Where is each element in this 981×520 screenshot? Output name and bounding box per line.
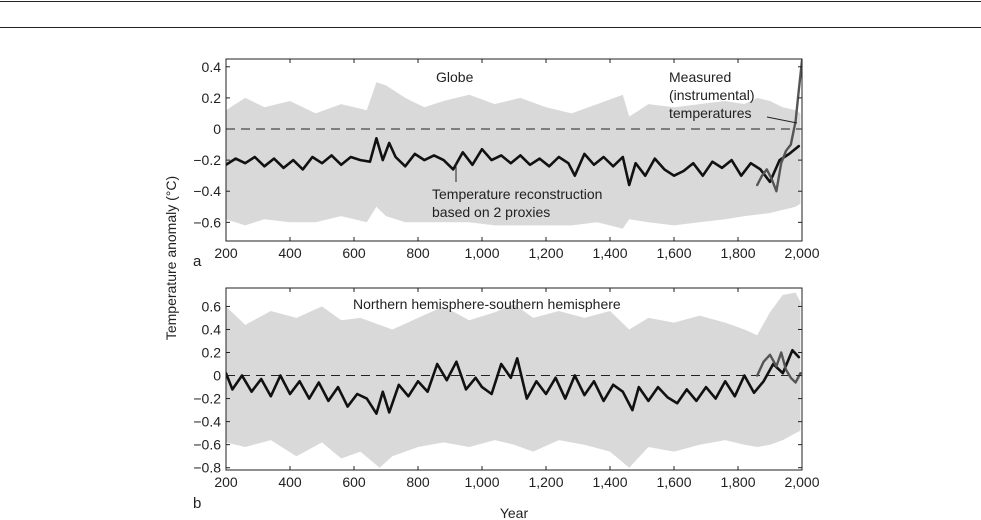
y-tick-label: 0.2 xyxy=(202,90,222,106)
y-tick-label: 0.2 xyxy=(202,345,222,361)
y-tick-label: −0.4 xyxy=(193,183,221,199)
x-tick-label: 600 xyxy=(342,245,366,261)
uncertainty-band xyxy=(226,292,801,468)
y-tick-label: −0.2 xyxy=(193,152,221,168)
y-tick-label: 0 xyxy=(213,368,221,384)
panel-b-title: Northern hemisphere-southern hemisphere xyxy=(353,296,621,312)
y-axis-label: Temperature anomaly (°C) xyxy=(163,176,179,340)
panel-a-frame xyxy=(225,58,803,242)
panel-b-nh-sh: 200 400 600 800 1,000 1,200 1,400 1,600 1,800 2,0… xyxy=(193,287,820,512)
y-tick-label: −0.6 xyxy=(193,214,221,230)
x-tick-label: 2,000 xyxy=(784,474,819,490)
x-tick-label: 1,400 xyxy=(592,474,627,490)
x-tick-label: 1,400 xyxy=(592,245,627,261)
x-tick-label: 1,000 xyxy=(464,474,499,490)
annotation-measured: Measured (instrumental) temperatures xyxy=(669,69,758,121)
y-tick-label: 0.6 xyxy=(202,298,222,314)
header-rule xyxy=(0,27,981,28)
x-tick-label: 1,800 xyxy=(720,245,755,261)
x-tick-label: 400 xyxy=(278,245,302,261)
y-tick-label: −0.6 xyxy=(193,437,221,453)
x-tick-label: 1,600 xyxy=(656,474,691,490)
x-tick-label: 1,800 xyxy=(720,474,755,490)
y-tick-label: −0.8 xyxy=(193,460,221,476)
x-tick-label: 400 xyxy=(278,474,302,490)
top-rule xyxy=(0,1,981,2)
panel-a-letter: a xyxy=(193,253,202,270)
panel-b-frame xyxy=(225,287,803,471)
y-tick-label: 0 xyxy=(213,121,221,137)
instrumental-series-line xyxy=(756,351,802,384)
x-tick-label: 1,000 xyxy=(464,245,499,261)
annotation-measured-leader xyxy=(766,116,798,124)
reconstruction-series-line xyxy=(226,348,801,415)
x-tick-label: 200 xyxy=(214,245,238,261)
x-axis-label: Year xyxy=(500,505,529,520)
uncertainty-band xyxy=(226,82,801,229)
instrumental-series-line xyxy=(756,59,802,193)
x-tick-label: 1,200 xyxy=(528,474,563,490)
x-tick-label: 1,200 xyxy=(528,245,563,261)
y-tick-label: −0.4 xyxy=(193,414,221,430)
y-tick-label: 0.4 xyxy=(202,321,222,337)
y-tick-label: −0.2 xyxy=(193,391,221,407)
annotation-reconstruction: Temperature reconstruction based on 2 pr… xyxy=(432,186,606,220)
x-tick-label: 1,600 xyxy=(656,245,691,261)
panel-b-letter: b xyxy=(193,495,201,512)
x-tick-label: 600 xyxy=(342,474,366,490)
panel-a-title: Globe xyxy=(436,69,474,85)
x-tick-label: 800 xyxy=(406,474,430,490)
reconstruction-series-line xyxy=(226,137,801,187)
x-tick-label: 800 xyxy=(406,245,430,261)
y-tick-label: 0.4 xyxy=(202,59,222,75)
x-tick-label: 200 xyxy=(214,474,238,490)
panel-a-globe: 200 400 600 800 1,000 1,200 1,400 1,600 1,800 2,0… xyxy=(193,58,820,270)
x-tick-label: 2,000 xyxy=(784,245,819,261)
